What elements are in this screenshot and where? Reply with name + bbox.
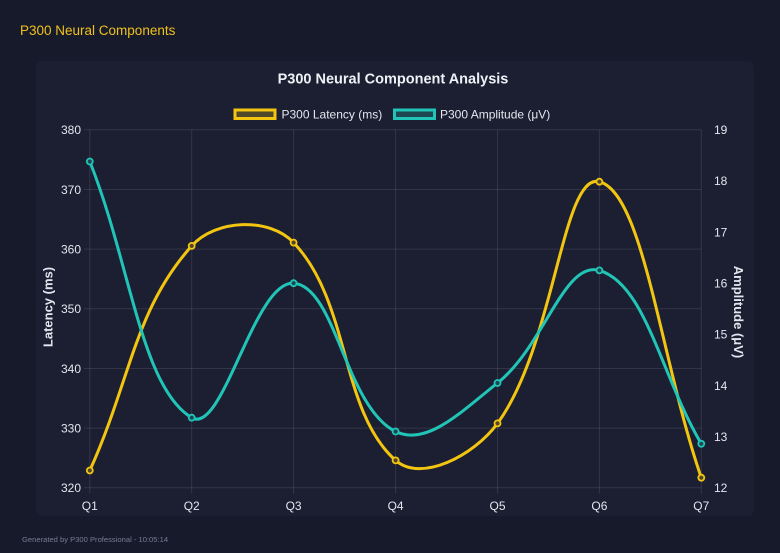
svg-text:370: 370 (61, 183, 81, 197)
svg-text:P300 Neural Component Analysis: P300 Neural Component Analysis (278, 72, 509, 88)
svg-text:Q5: Q5 (489, 499, 505, 513)
svg-text:12: 12 (714, 481, 728, 495)
svg-text:380: 380 (61, 123, 81, 137)
svg-text:330: 330 (61, 421, 81, 435)
svg-text:16: 16 (714, 277, 728, 291)
svg-text:P300 Neural Components: P300 Neural Components (20, 23, 176, 38)
svg-text:13: 13 (714, 430, 728, 444)
svg-text:Amplitude (μV): Amplitude (μV) (731, 266, 746, 358)
svg-text:19: 19 (714, 123, 728, 137)
svg-text:350: 350 (61, 302, 81, 316)
svg-text:Generated by P300 Professional: Generated by P300 Professional - 10:05:1… (22, 535, 168, 544)
svg-text:360: 360 (61, 242, 81, 256)
svg-text:15: 15 (714, 328, 728, 342)
svg-text:17: 17 (714, 225, 728, 239)
svg-text:Q2: Q2 (184, 499, 200, 513)
svg-text:Q4: Q4 (388, 499, 404, 513)
svg-text:320: 320 (61, 481, 81, 495)
svg-text:Q7: Q7 (693, 499, 709, 513)
svg-text:340: 340 (61, 362, 81, 376)
svg-text:18: 18 (714, 174, 728, 188)
svg-text:P300 Amplitude (μV): P300 Amplitude (μV) (440, 108, 550, 122)
svg-text:Q1: Q1 (82, 499, 98, 513)
svg-text:Q3: Q3 (286, 499, 302, 513)
svg-text:Q6: Q6 (591, 499, 607, 513)
svg-text:P300 Latency (ms): P300 Latency (ms) (282, 108, 383, 122)
svg-text:Latency (ms): Latency (ms) (41, 267, 56, 347)
svg-text:14: 14 (714, 379, 728, 393)
